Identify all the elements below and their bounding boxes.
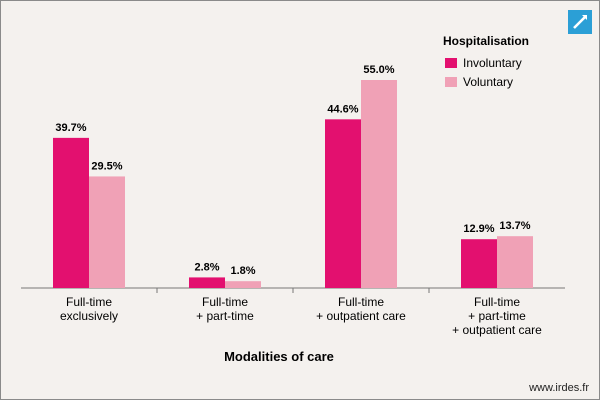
x-tick-label: + outpatient care — [316, 309, 406, 323]
bar-involuntary-1 — [189, 277, 225, 288]
x-tick-label: Full-time — [338, 295, 384, 309]
x-tick-label: + part-time — [196, 309, 254, 323]
data-label: 12.9% — [463, 223, 494, 235]
x-tick-label: Full-time — [66, 295, 112, 309]
x-tick-label: exclusively — [60, 309, 118, 323]
source-link[interactable]: www.irdes.fr — [528, 382, 589, 394]
data-label: 2.8% — [194, 261, 219, 273]
expand-arrow-icon[interactable] — [568, 10, 592, 34]
bar-voluntary-3 — [497, 236, 533, 288]
data-label: 29.5% — [91, 160, 122, 172]
data-label: 44.6% — [327, 103, 358, 115]
bar-involuntary-2 — [325, 119, 361, 289]
data-label: 39.7% — [55, 122, 86, 134]
x-tick-label: Full-time — [474, 295, 520, 309]
x-tick-label: Full-time — [202, 295, 248, 309]
data-label: 13.7% — [499, 220, 530, 232]
bar-voluntary-2 — [361, 80, 397, 288]
legend-label: Voluntary — [463, 75, 513, 89]
legend-title: Hospitalisation — [443, 34, 529, 48]
bar-voluntary-0 — [89, 176, 125, 288]
data-label: 55.0% — [363, 64, 394, 76]
legend: Hospitalisation Involuntary Voluntary — [443, 34, 529, 89]
bar-involuntary-3 — [461, 239, 497, 288]
bar-involuntary-0 — [53, 137, 89, 288]
bar-voluntary-1 — [225, 281, 261, 288]
data-label: 1.8% — [230, 265, 255, 277]
x-tick-label: + outpatient care — [452, 323, 542, 337]
legend-swatch — [445, 58, 457, 68]
x-tick-label: + part-time — [468, 309, 526, 323]
legend-label: Involuntary — [463, 56, 522, 70]
legend-swatch — [445, 77, 457, 87]
x-axis-label: Modalities of care — [224, 349, 334, 364]
